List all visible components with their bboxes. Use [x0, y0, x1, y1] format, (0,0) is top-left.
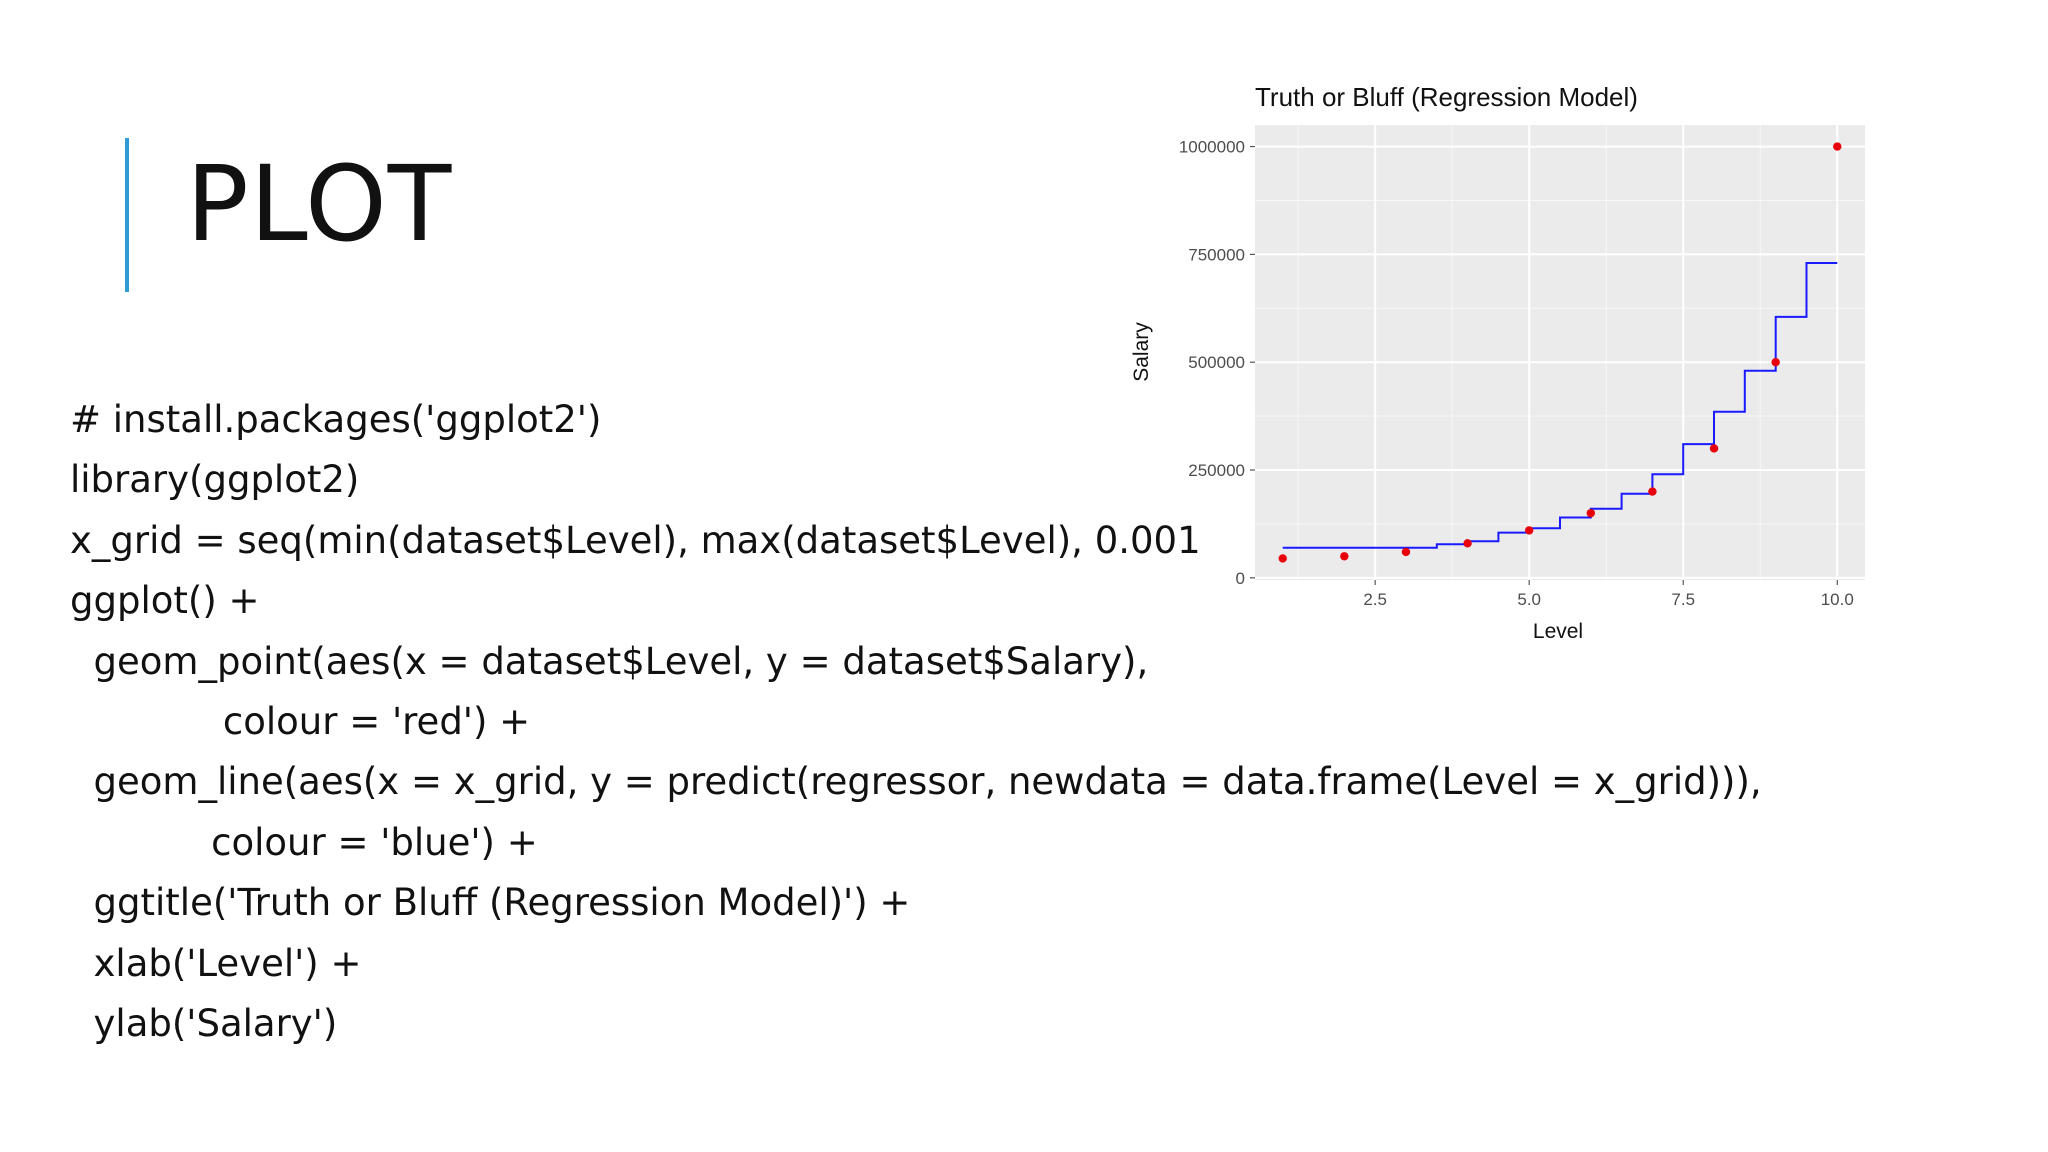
chart-title: Truth or Bluff (Regression Model)	[1255, 82, 1638, 112]
slide-title: PLOT	[186, 143, 453, 265]
code-line: ylab('Salary')	[70, 1001, 338, 1045]
title-accent-bar	[125, 138, 129, 292]
chart-container: Truth or Bluff (Regression Model) 2.5 5.0…	[1125, 75, 1875, 655]
code-line: colour = 'blue') +	[70, 820, 538, 864]
y-tick-label: 0	[1236, 569, 1245, 588]
x-tick-label: 10.0	[1821, 590, 1854, 609]
data-point	[1586, 508, 1596, 518]
x-tick-label: 2.5	[1363, 590, 1387, 609]
code-line: ggplot() +	[70, 579, 260, 623]
data-point	[1401, 547, 1411, 557]
code-line: colour = 'red') +	[70, 699, 531, 743]
code-line: # install.packages('ggplot2')	[70, 398, 602, 441]
data-marks	[1278, 142, 1842, 563]
y-tick-label: 750000	[1188, 245, 1245, 264]
x-tick-label: 5.0	[1517, 590, 1541, 609]
x-tick-label: 7.5	[1671, 590, 1695, 609]
data-point	[1463, 539, 1472, 548]
code-line: library(ggplot2)	[70, 458, 360, 502]
prediction-step-line	[1282, 262, 1838, 549]
code-line: geom_line(aes(x = x_grid, y = predict(re…	[70, 760, 1762, 804]
y-tick-label: 1000000	[1179, 138, 1245, 157]
plot-panel	[1255, 125, 1865, 580]
data-point	[1771, 358, 1780, 367]
y-tick-label: 250000	[1188, 461, 1245, 480]
data-point	[1648, 487, 1657, 496]
code-block: # install.packages('ggplot2') library(gg…	[70, 390, 1762, 1054]
data-point	[1709, 444, 1719, 453]
y-axis-label: Salary	[1130, 322, 1153, 382]
code-line: x_grid = seq(min(dataset$Level), max(dat…	[70, 518, 1201, 562]
data-point	[1278, 554, 1287, 563]
data-point	[1524, 526, 1534, 535]
y-tick-label: 500000	[1188, 353, 1245, 372]
code-line: ggtitle('Truth or Bluff (Regression Mode…	[70, 881, 911, 925]
code-line: geom_point(aes(x = dataset$Level, y = da…	[70, 639, 1149, 683]
axes: 2.5 5.0 7.5 10.0 0 250000 500000 750000 1000000	[1179, 138, 1854, 609]
code-line: xlab('Level') +	[70, 941, 362, 985]
data-point	[1340, 552, 1349, 561]
panel-background	[1255, 125, 1865, 580]
data-point	[1833, 142, 1842, 151]
x-axis-label: Level	[1533, 620, 1583, 643]
regression-chart: Truth or Bluff (Regression Model) 2.5 5.0…	[1130, 82, 1865, 643]
